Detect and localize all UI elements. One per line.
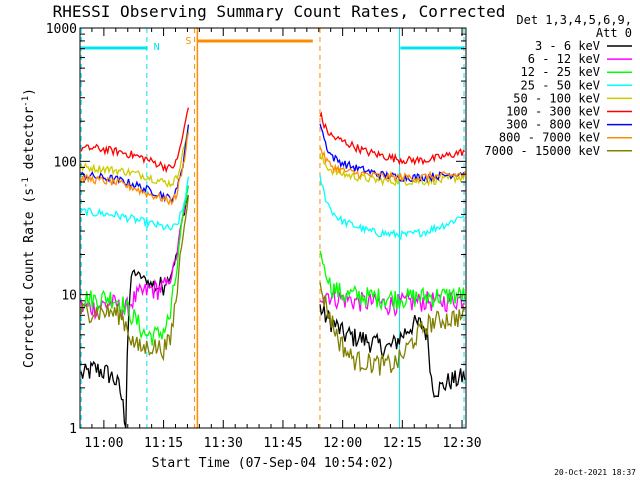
legend-item: 800 - 7000 keV [499, 131, 632, 145]
x-axis-label: Start Time (07-Sep-04 10:54:02) [152, 456, 395, 471]
series-line-post [319, 146, 466, 183]
series-0 [80, 195, 466, 429]
series-layer [80, 107, 466, 429]
series-line-pre [80, 125, 190, 188]
legend-item-label: 6 - 12 keV [528, 52, 600, 66]
y-axis: 1 10 100 1000 [46, 22, 466, 437]
x-tick-label: 12:30 [442, 436, 481, 451]
series-2 [80, 185, 466, 346]
legend-header-detectors: Det 1,3,4,5,6,9, [516, 13, 632, 27]
y-axis-label-main: Corrected Count Rate (s [22, 188, 37, 368]
legend-item: 50 - 100 keV [513, 91, 632, 105]
series-line-post [319, 123, 466, 183]
plot-frame [79, 27, 467, 429]
x-axis: 11:00 11:15 11:30 11:45 12:00 12:15 12:30 [84, 28, 482, 451]
y-axis-label-sup1: -1 [21, 177, 31, 188]
series-8 [80, 194, 466, 376]
y-tick-label: 1 [69, 422, 77, 437]
x-tick-label: 11:15 [144, 436, 183, 451]
y-axis-label-sup2: -1 [21, 96, 31, 107]
series-line-pre [80, 194, 190, 362]
series-line-pre [80, 131, 190, 206]
legend-item: 12 - 25 keV [521, 65, 632, 79]
legend-item-label: 25 - 50 keV [521, 78, 600, 92]
series-3 [80, 174, 466, 241]
legend-item-label: 50 - 100 keV [513, 91, 600, 105]
series-line-post [319, 152, 466, 187]
legend-item-label: 800 - 7000 keV [499, 131, 600, 145]
series-line-post [319, 174, 466, 241]
series-line-post [319, 111, 466, 166]
legend-header-attenuator: Att 0 [596, 26, 632, 40]
y-tick-label: 100 [54, 155, 77, 170]
x-tick-label: 12:00 [323, 436, 362, 451]
y-axis-label-end: ) [22, 88, 37, 96]
legend-item-label: 3 - 6 keV [535, 39, 600, 53]
x-tick-label: 11:30 [204, 436, 243, 451]
x-tick-label: 12:15 [383, 436, 422, 451]
legend-item: 3 - 6 keV [535, 39, 632, 53]
legend-item: 6 - 12 keV [528, 52, 632, 66]
series-4 [80, 125, 466, 188]
series-line-pre [80, 185, 190, 346]
legend-item: 7000 - 15000 keV [484, 144, 632, 158]
legend-item: 100 - 300 keV [506, 105, 632, 119]
y-tick-label: 10 [61, 289, 77, 304]
night-label: N [154, 42, 160, 53]
legend-item: 300 - 800 keV [506, 118, 632, 132]
series-line-post [319, 304, 466, 398]
saa-label: S [185, 36, 191, 47]
y-axis-label: Corrected Count Rate (s-1 detector-1) [21, 88, 37, 368]
x-tick-label: 11:45 [263, 436, 302, 451]
series-line-post [319, 250, 466, 312]
series-line-post [319, 281, 466, 376]
legend-item: 25 - 50 keV [521, 78, 632, 92]
legend-item-label: 100 - 300 keV [506, 105, 600, 119]
legend-item-label: 300 - 800 keV [506, 118, 600, 132]
series-line-pre [80, 107, 190, 174]
series-line-pre [80, 176, 190, 231]
series-line-pre [80, 195, 190, 429]
observing-flags: NS [80, 28, 465, 428]
series-7 [80, 131, 466, 206]
generation-timestamp: 20-Oct-2021 18:37 [554, 468, 636, 477]
y-tick-label: 1000 [46, 22, 77, 37]
series-5 [80, 107, 466, 174]
legend-item-label: 12 - 25 keV [521, 65, 600, 79]
legend-item-label: 7000 - 15000 keV [484, 144, 600, 158]
y-axis-label-mid: detector [22, 107, 37, 178]
x-tick-label: 11:00 [84, 436, 123, 451]
chart-title: RHESSI Observing Summary Count Rates, Co… [53, 2, 506, 21]
